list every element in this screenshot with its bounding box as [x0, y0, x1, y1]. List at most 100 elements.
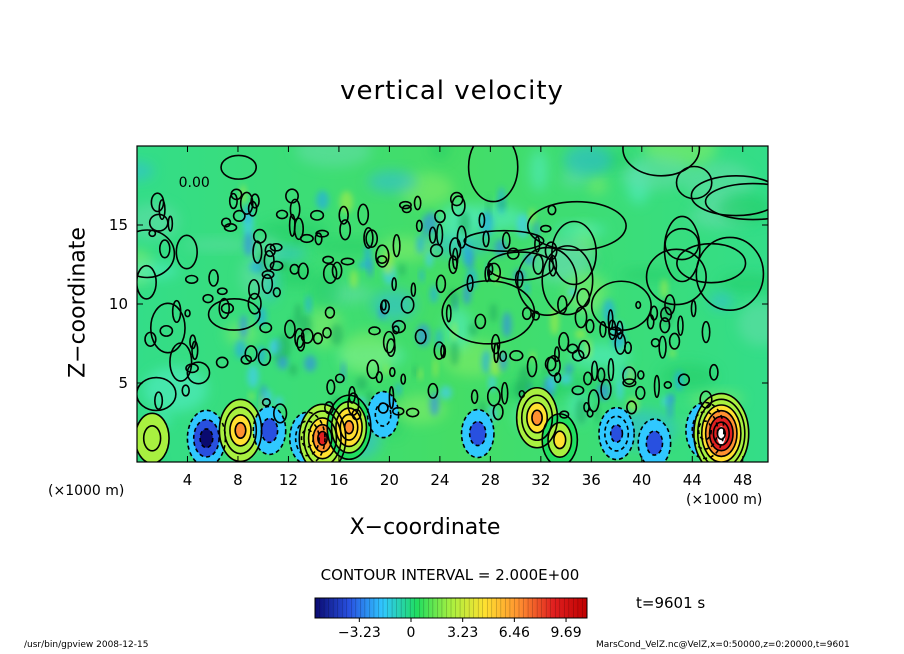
- texture-cell: [395, 383, 402, 396]
- texture-patch: [737, 301, 768, 346]
- contour-loop: [392, 234, 401, 258]
- texture-cell: [481, 349, 492, 374]
- contour-loop: [232, 209, 246, 223]
- texture-patch: [295, 146, 372, 167]
- contour-loop: [675, 165, 713, 200]
- contour-loop: [427, 382, 439, 399]
- contour-line: [637, 418, 672, 462]
- contour-loop: [413, 195, 422, 211]
- contour-loop: [585, 318, 595, 334]
- contour-loop: [486, 386, 501, 407]
- contour-loop: [175, 234, 198, 270]
- contour-line: [312, 423, 333, 453]
- contour-loop: [637, 370, 645, 380]
- texture-cell: [490, 356, 501, 376]
- contour-loop: [366, 359, 380, 380]
- contour-loop: [154, 391, 164, 411]
- contour-loop: [400, 295, 415, 314]
- contour-loop: [322, 263, 338, 284]
- y-tick-label: 10: [109, 295, 128, 313]
- contour-loop: [449, 237, 462, 261]
- contour-loop: [137, 229, 176, 279]
- contour-loop: [247, 200, 258, 217]
- contour-line: [704, 409, 738, 458]
- x-tick-label: 16: [329, 471, 348, 489]
- texture-cell: [419, 268, 425, 283]
- downdraft-core: [598, 407, 635, 460]
- texture-cell: [382, 252, 394, 275]
- contour-loop: [414, 328, 427, 345]
- contour-loop: [541, 245, 594, 316]
- contour-loop: [501, 231, 511, 249]
- contour-loop: [470, 389, 479, 405]
- contour-loop: [275, 209, 289, 220]
- texture-patch: [554, 223, 607, 237]
- contour-loop: [324, 306, 336, 319]
- x-tick-label: 36: [582, 471, 601, 489]
- contour-interval-label: CONTOUR INTERVAL = 2.000E+00: [320, 566, 580, 584]
- texture-cell: [449, 341, 460, 366]
- texture-cell: [502, 311, 512, 338]
- contour-loop: [215, 356, 229, 369]
- contour-loop: [218, 297, 230, 320]
- texture-cell: [429, 392, 440, 416]
- contour-loop: [312, 332, 324, 345]
- contour-loop: [626, 400, 638, 415]
- contour-loop: [410, 282, 417, 297]
- contour-loop: [635, 300, 642, 310]
- texture-patch: [563, 146, 613, 176]
- contour-line: [326, 394, 372, 461]
- contour-loop: [338, 205, 349, 225]
- contour-loop: [368, 326, 381, 336]
- contour-loop: [436, 223, 444, 246]
- contour-line: [142, 424, 162, 452]
- contour-loop: [293, 217, 305, 241]
- texture-patch: [683, 161, 754, 204]
- texture-cell: [435, 328, 442, 350]
- x-tick-label: 24: [430, 471, 449, 489]
- texture-cell: [294, 303, 302, 327]
- x-tick-label: 4: [183, 471, 193, 489]
- contour-loop: [676, 242, 747, 284]
- contour-loop: [365, 229, 379, 248]
- contour-loop: [433, 341, 445, 360]
- texture-cell: [660, 278, 668, 299]
- contour-loop: [240, 354, 253, 365]
- contour-loop: [663, 215, 701, 283]
- contour-lines: 0.00: [137, 146, 768, 462]
- texture-cell: [330, 323, 343, 346]
- x-tick-label: 28: [481, 471, 500, 489]
- y-axis: 5 10 15: [109, 216, 768, 392]
- y-tick-label: 15: [109, 216, 128, 234]
- contour-loop: [357, 203, 370, 226]
- contour-line: [609, 424, 624, 444]
- downdraft-ring: [610, 424, 623, 443]
- colorbar-tick-label: 9.69: [550, 625, 581, 641]
- contour-loop: [474, 313, 487, 330]
- contour-loop: [159, 324, 174, 337]
- texture-cell: [565, 363, 573, 375]
- x-tick-label: 8: [233, 471, 243, 489]
- contour-loop: [252, 228, 267, 244]
- updraft-ring: [143, 425, 161, 451]
- contour-loop: [391, 277, 397, 292]
- contour-loop: [635, 385, 646, 400]
- contour-loop: [334, 373, 345, 384]
- contour-line: [223, 406, 258, 455]
- contour-loop: [509, 350, 524, 362]
- contour-line: [339, 413, 359, 441]
- texture-cell: [514, 381, 524, 399]
- contour-loop: [499, 350, 508, 363]
- texture-patch: [618, 267, 680, 283]
- contour-line: [526, 401, 549, 434]
- texture-cell: [480, 211, 494, 238]
- texture-cell: [305, 295, 312, 314]
- contour-line: [229, 414, 252, 447]
- plot-area: 0.00: [137, 146, 768, 462]
- contour-loop: [478, 212, 486, 229]
- contour-loop: [250, 193, 260, 209]
- contour-loop: [623, 341, 633, 355]
- contour-loop: [189, 334, 197, 350]
- contour-loop: [326, 379, 336, 395]
